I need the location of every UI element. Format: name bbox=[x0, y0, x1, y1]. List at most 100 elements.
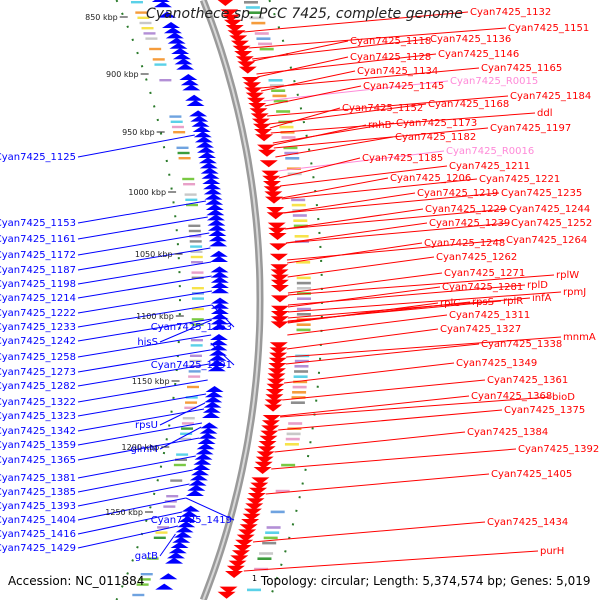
forward-gene-arrow bbox=[243, 82, 262, 90]
right-connector bbox=[267, 95, 509, 117]
cog-bar-outer bbox=[243, 1, 258, 4]
forward-gene-arrow bbox=[231, 550, 250, 558]
cog-bar-inner bbox=[189, 235, 202, 238]
forward-gene-arrow bbox=[254, 129, 273, 136]
right-connector bbox=[287, 286, 441, 308]
right-connector bbox=[260, 70, 356, 92]
forward-gene-arrow bbox=[267, 373, 286, 381]
forward-gene-arrow bbox=[244, 87, 263, 95]
forward-gene-arrow bbox=[265, 394, 284, 402]
cog-bar-outer bbox=[265, 531, 280, 534]
left-connector bbox=[77, 455, 196, 479]
right-gene-label: Cyan7425_1132 bbox=[470, 7, 551, 18]
forward-gene-arrow bbox=[247, 97, 266, 105]
forward-gene-arrow bbox=[267, 222, 286, 230]
cog-bar-outer bbox=[281, 136, 296, 139]
right-gene-label: Cyan7425_1327 bbox=[440, 324, 521, 335]
forward-gene-arrow bbox=[258, 441, 277, 448]
cog-bar-inner bbox=[189, 354, 202, 357]
kbp-label: 1250 kbp bbox=[105, 508, 143, 517]
cog-bar-outer bbox=[296, 323, 311, 326]
forward-gene-arrow bbox=[220, 9, 239, 17]
reverse-gene-arrow bbox=[210, 297, 229, 304]
forward-gene-arrow bbox=[250, 113, 269, 121]
right-gene-label: Cyan7425_1262 bbox=[436, 252, 517, 263]
forward-gene-arrow bbox=[259, 160, 278, 168]
forward-gene-arrow bbox=[266, 383, 285, 391]
reverse-gene-arrow bbox=[172, 536, 191, 543]
right-connector bbox=[280, 395, 470, 417]
right-gene-label: Cyan7425_1165 bbox=[481, 63, 562, 74]
left-gene-label: Cyan7425_1187 bbox=[0, 265, 76, 276]
right-gene-label: Cyan7425_1264 bbox=[506, 235, 587, 246]
cog-bar-outer bbox=[257, 557, 272, 560]
right-gene-label: Cyan7425_1271 bbox=[444, 268, 525, 279]
right-connector bbox=[287, 272, 443, 294]
left-gene-label: Cyan7425_1365 bbox=[0, 455, 76, 466]
forward-gene-arrow bbox=[269, 342, 288, 350]
cog-bar-inner bbox=[184, 406, 197, 409]
cog-bar-inner bbox=[191, 297, 204, 300]
cog-bar-inner bbox=[169, 115, 182, 118]
forward-gene-arrow bbox=[243, 508, 262, 516]
backbone-highlight bbox=[202, 0, 262, 600]
reverse-gene-arrow bbox=[163, 27, 182, 34]
reverse-gene-arrow bbox=[208, 235, 227, 242]
cog-bar-inner bbox=[136, 583, 149, 586]
reverse-gene-arrow bbox=[207, 365, 226, 372]
reverse-gene-arrow bbox=[151, 0, 170, 2]
reverse-gene-arrow bbox=[205, 386, 224, 392]
right-gene-label: bioD bbox=[552, 392, 575, 403]
cog-bar-inner bbox=[185, 203, 198, 207]
cog-bar-inner bbox=[175, 458, 188, 461]
cog-bar-outer bbox=[296, 287, 311, 290]
reverse-gene-arrow bbox=[210, 318, 229, 325]
cog-bar-outer bbox=[259, 552, 274, 555]
reverse-gene-arrow bbox=[158, 11, 177, 18]
forward-gene-arrow bbox=[235, 56, 254, 64]
right-connector bbox=[286, 328, 439, 350]
right-gene-label: Cyan7425_1384 bbox=[467, 427, 548, 438]
forward-gene-arrow bbox=[255, 456, 274, 464]
right-connector bbox=[277, 150, 445, 172]
cog-bar-inner bbox=[155, 531, 168, 534]
right-gene-label: infA bbox=[532, 293, 552, 304]
cog-bar-outer bbox=[293, 380, 308, 384]
reverse-gene-arrow bbox=[189, 110, 208, 117]
cog-bar-inner bbox=[190, 250, 203, 253]
reverse-gene-arrow bbox=[174, 58, 193, 65]
reverse-gene-arrow bbox=[202, 412, 221, 418]
reverse-gene-arrow bbox=[170, 542, 189, 548]
forward-gene-arrow bbox=[225, 25, 244, 32]
right-gene-label: Cyan7425_1151 bbox=[508, 23, 589, 34]
cog-bar-outer bbox=[271, 89, 286, 92]
cog-bar-outer bbox=[290, 401, 305, 404]
forward-gene-arrow bbox=[268, 233, 287, 240]
ring-guide-0 bbox=[115, 0, 182, 600]
gene-labels: Cyan7425_1125 Cyan7425_1153 Cyan7425_1161 C… bbox=[0, 7, 599, 562]
topology-info: 1 Topology: circular; Length: 5,374,574 … bbox=[252, 574, 591, 588]
right-gene-label: Cyan7425_1206 bbox=[390, 173, 471, 184]
right-gene-label: Cyan7425_1392 bbox=[518, 444, 599, 455]
reverse-gene-arrow bbox=[173, 531, 192, 538]
reverse-gene-arrow bbox=[191, 120, 210, 127]
forward-gene-arrow bbox=[236, 534, 255, 542]
forward-gene-arrow bbox=[256, 451, 275, 459]
forward-gene-arrow bbox=[234, 51, 253, 58]
right-connector bbox=[272, 122, 395, 144]
left-connector bbox=[77, 200, 207, 224]
right-gene-label: rpmJ bbox=[563, 287, 586, 298]
forward-gene-arrow bbox=[259, 435, 278, 443]
left-connector bbox=[159, 402, 206, 426]
right-gene-label: Cyan7425_1211 bbox=[449, 161, 530, 172]
cog-bar-inner bbox=[189, 240, 202, 243]
forward-gene-arrow bbox=[269, 243, 288, 251]
cog-bar-outer bbox=[296, 297, 311, 300]
forward-gene-arrow bbox=[237, 61, 256, 69]
cog-bar-outer bbox=[296, 281, 311, 285]
reverse-gene-arrow bbox=[210, 271, 229, 278]
forward-gene-arrow bbox=[266, 207, 285, 214]
reverse-gene-arrow bbox=[200, 167, 219, 174]
forward-gene-arrow bbox=[252, 123, 271, 131]
reverse-gene-arrow bbox=[185, 490, 204, 496]
